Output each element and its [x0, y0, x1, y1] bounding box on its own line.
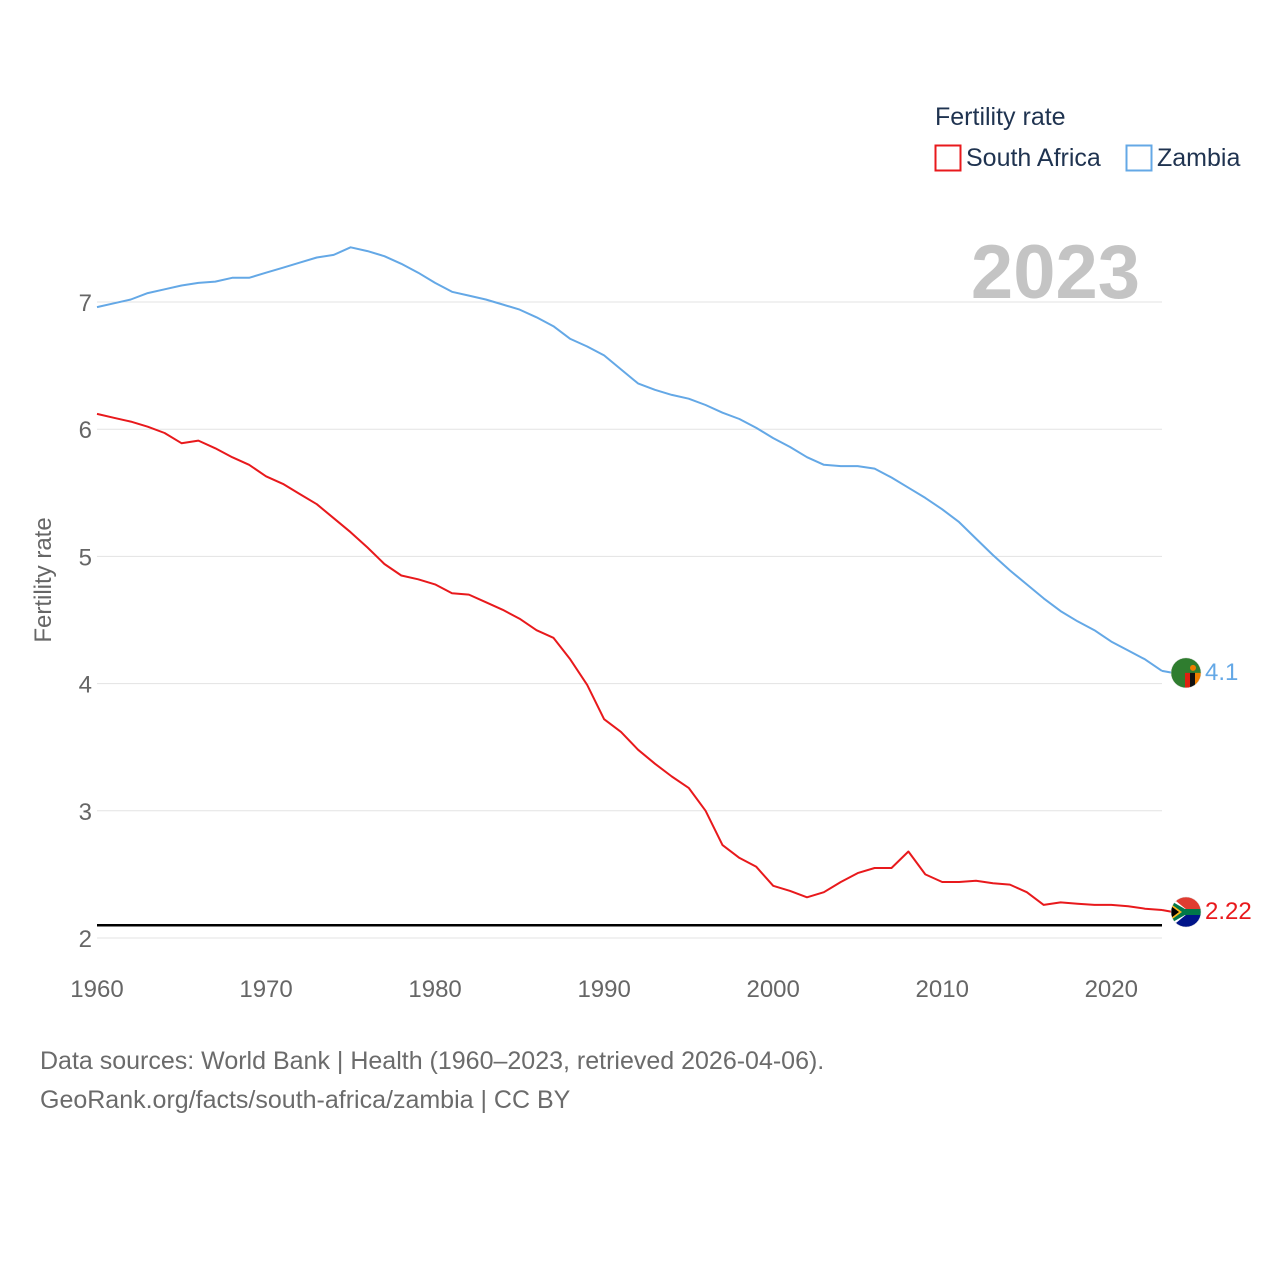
end-markers: 2.22 4.1: [1161, 657, 1252, 928]
y-tick-label: 2: [79, 926, 92, 953]
legend-swatch-south-africa[interactable]: [934, 144, 962, 172]
y-tick-label: 4: [79, 672, 92, 699]
x-tick-label: 2020: [1085, 976, 1138, 1003]
end-value-label-south-africa: 2.22: [1205, 898, 1252, 925]
x-tick-label: 2000: [746, 976, 799, 1003]
x-tick-label: 1990: [577, 976, 630, 1003]
y-tick-label: 7: [79, 290, 92, 317]
y-tick-label: 3: [79, 799, 92, 826]
legend-label-zambia[interactable]: Zambia: [1157, 144, 1240, 172]
series-line-zambia: [96, 246, 1163, 672]
flag-icon-zambia: [1161, 657, 1202, 689]
legend-swatch-zambia[interactable]: [1125, 144, 1153, 172]
y-axis-title: Fertility rate: [30, 517, 57, 642]
x-tick-label: 1980: [408, 976, 461, 1003]
series-lines: [96, 246, 1163, 911]
data-sources: Data sources: World Bank | Health (1960–…: [40, 1047, 825, 1075]
legend-label-south-africa[interactable]: South Africa: [966, 144, 1101, 172]
footer: Data sources: World Bank | Health (1960–…: [40, 1042, 824, 1120]
y-axis-ticks: 2 3 4 5 6 7: [79, 290, 92, 953]
x-tick-label: 2010: [916, 976, 969, 1003]
x-tick-label: 1970: [239, 976, 292, 1003]
year-label: 2023: [971, 230, 1140, 315]
legend: Fertility rate South Africa Zambia: [934, 103, 1240, 172]
x-axis-ticks: 1960 1970 1980 1990 2000 2010 2020: [70, 976, 1138, 1003]
legend-title: Fertility rate: [935, 103, 1066, 131]
attribution: GeoRank.org/facts/south-africa/zambia | …: [40, 1086, 571, 1114]
gridlines: [97, 301, 1162, 939]
y-tick-label: 6: [79, 417, 92, 444]
end-value-label-zambia: 4.1: [1205, 659, 1238, 686]
y-tick-label: 5: [79, 544, 92, 571]
series-line-south-africa: [96, 412, 1163, 911]
flag-icon-south-africa: [1161, 896, 1202, 928]
x-tick-label: 1960: [70, 976, 123, 1003]
